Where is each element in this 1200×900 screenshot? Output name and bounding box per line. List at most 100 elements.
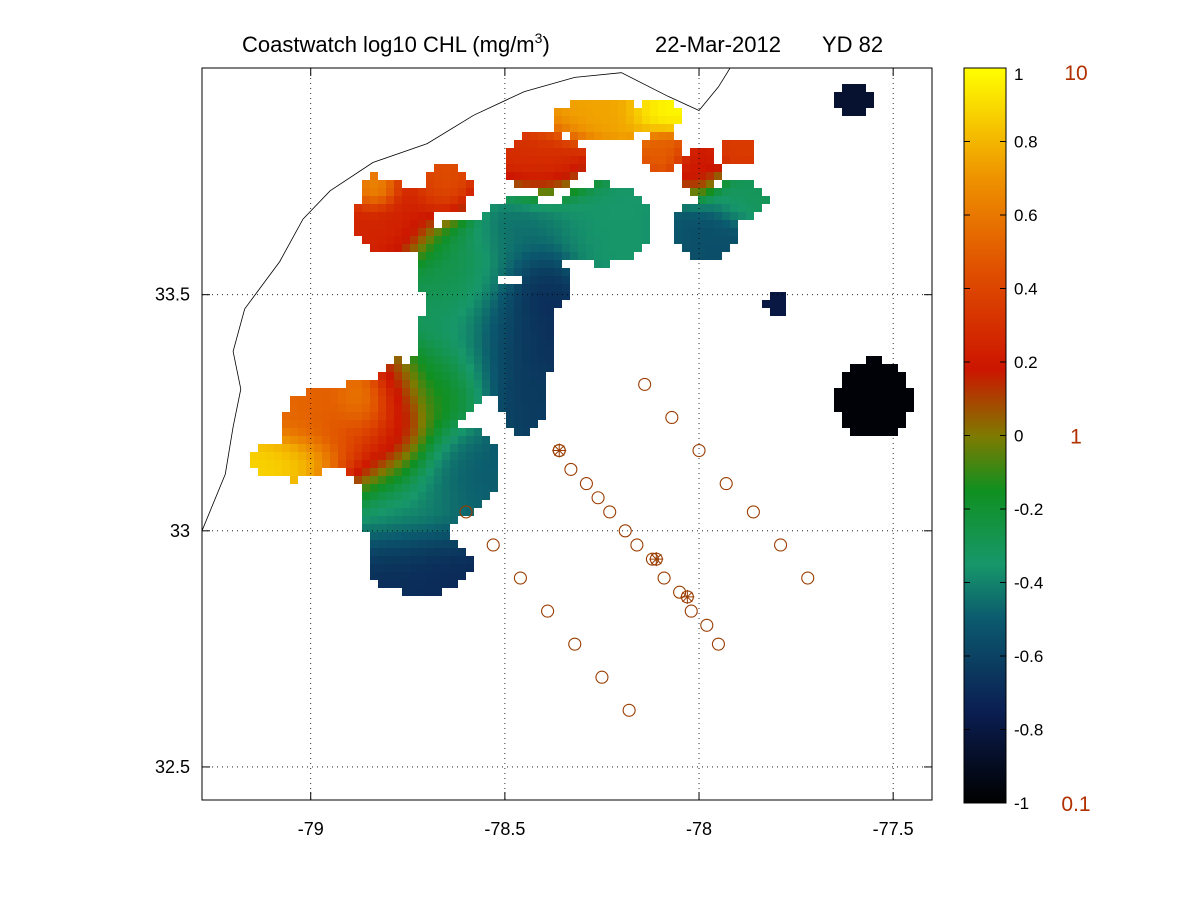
station-markers — [459, 377, 815, 717]
chl-cell — [442, 444, 450, 452]
chl-cell — [466, 444, 474, 452]
chl-cell — [386, 524, 394, 532]
chl-cell — [690, 204, 698, 212]
chl-cell — [410, 468, 418, 476]
chl-cell — [698, 164, 706, 172]
chl-cell — [466, 180, 474, 188]
chl-cell — [410, 188, 418, 196]
chl-cell — [322, 412, 330, 420]
chl-cell — [394, 516, 402, 524]
chl-cell — [394, 524, 402, 532]
chl-cell — [482, 292, 490, 300]
chl-cell — [562, 268, 570, 276]
chl-cell — [442, 548, 450, 556]
chl-cell — [682, 156, 690, 164]
chl-cell — [698, 148, 706, 156]
chl-cell — [466, 324, 474, 332]
chl-cell — [722, 228, 730, 236]
station-marker — [692, 443, 706, 458]
chl-cell — [594, 212, 602, 220]
chl-cell — [394, 532, 402, 540]
chl-cell — [474, 468, 482, 476]
chl-cell — [410, 236, 418, 244]
chl-cell — [506, 420, 514, 428]
chl-cell — [362, 476, 370, 484]
chl-cell — [602, 188, 610, 196]
chl-cell — [490, 252, 498, 260]
chl-cell — [418, 508, 426, 516]
chl-cell — [514, 348, 522, 356]
chl-cell — [426, 284, 434, 292]
chl-cell — [522, 324, 530, 332]
chl-cell — [314, 404, 322, 412]
chl-cell — [402, 212, 410, 220]
chl-cell — [506, 372, 514, 380]
chl-cell — [722, 156, 730, 164]
chl-cell — [850, 92, 858, 100]
chl-cell — [626, 228, 634, 236]
chl-cell — [450, 324, 458, 332]
chl-cell — [290, 468, 298, 476]
chl-cell — [434, 284, 442, 292]
chl-cell — [530, 220, 538, 228]
chl-cell — [490, 380, 498, 388]
chl-cell — [530, 132, 538, 140]
chl-cell — [722, 220, 730, 228]
chl-cell — [338, 428, 346, 436]
chl-cell — [762, 300, 770, 308]
chl-cell — [474, 324, 482, 332]
chl-cell — [490, 284, 498, 292]
chl-cell — [458, 364, 466, 372]
chl-cell — [482, 492, 490, 500]
chl-cell — [610, 188, 618, 196]
chl-cell — [450, 188, 458, 196]
chl-cell — [442, 300, 450, 308]
chl-cell — [506, 244, 514, 252]
chl-cell — [546, 140, 554, 148]
chl-cell — [906, 388, 914, 396]
chl-cell — [442, 340, 450, 348]
chl-cell — [394, 236, 402, 244]
chl-cell — [442, 276, 450, 284]
chl-cell — [410, 524, 418, 532]
chl-cell — [578, 156, 586, 164]
chl-cell — [554, 156, 562, 164]
chl-cell — [530, 332, 538, 340]
chl-cell — [402, 404, 410, 412]
chl-cell — [386, 380, 394, 388]
chl-cell — [474, 444, 482, 452]
chl-cell — [498, 324, 506, 332]
chl-cell — [530, 316, 538, 324]
chl-cell — [378, 404, 386, 412]
chl-cell — [522, 236, 530, 244]
chl-cell — [442, 228, 450, 236]
chl-cell — [906, 404, 914, 412]
chl-cell — [490, 268, 498, 276]
chl-cell — [434, 572, 442, 580]
chl-cell — [290, 404, 298, 412]
chl-cell — [714, 236, 722, 244]
chl-cell — [538, 316, 546, 324]
chl-cell — [482, 284, 490, 292]
chl-cell — [402, 420, 410, 428]
chl-cell — [482, 364, 490, 372]
chl-cell — [570, 252, 578, 260]
chl-cell — [530, 172, 538, 180]
chl-cell — [362, 508, 370, 516]
chl-cell — [458, 460, 466, 468]
chl-cell — [394, 580, 402, 588]
chl-cell — [338, 444, 346, 452]
chl-cell — [674, 220, 682, 228]
chl-cell — [554, 276, 562, 284]
chl-cell — [362, 396, 370, 404]
chl-cell — [898, 420, 906, 428]
chl-cell — [874, 396, 882, 404]
chl-cell — [634, 108, 642, 116]
chl-cell — [522, 308, 530, 316]
chl-cell — [898, 388, 906, 396]
chl-cell — [562, 228, 570, 236]
chl-cell — [482, 452, 490, 460]
chl-cell — [506, 332, 514, 340]
chl-cell — [530, 212, 538, 220]
